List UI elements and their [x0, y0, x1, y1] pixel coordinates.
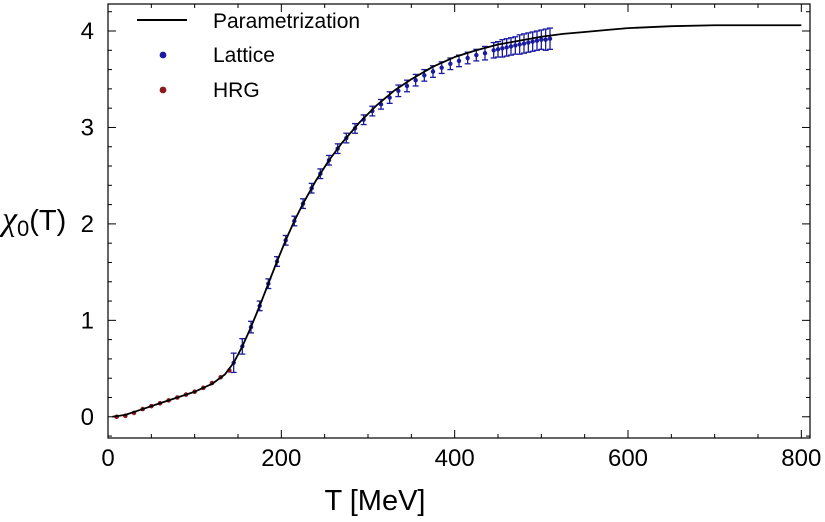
legend-dot-lattice — [159, 51, 167, 59]
y-axis-title-symbol: χ — [0, 201, 18, 238]
lattice-point — [413, 77, 418, 83]
lattice-point — [482, 50, 488, 56]
legend: Parametrization Lattice HRG — [137, 10, 360, 102]
lattice-point — [530, 39, 535, 44]
lattice-point — [422, 73, 427, 78]
y-tick-label: 1 — [81, 307, 94, 334]
lattice-point — [517, 42, 522, 47]
x-tick-label: 0 — [101, 445, 114, 472]
lattice-point — [504, 45, 509, 50]
y-tick-label: 3 — [81, 114, 94, 141]
lattice-point — [430, 69, 436, 74]
lattice-point — [539, 37, 544, 42]
axis-ticks — [107, 4, 810, 438]
y-axis-title-arg: (T) — [29, 205, 66, 237]
x-tick-label: 600 — [608, 445, 648, 472]
lattice-point — [513, 43, 518, 48]
y-tick-label: 4 — [81, 18, 94, 45]
y-tick-labels: 0 1 2 3 4 — [81, 18, 94, 431]
lattice-point — [439, 65, 444, 70]
lattice-point — [543, 37, 548, 42]
legend-dot-hrg — [159, 86, 167, 94]
parametrization-line — [112, 24, 802, 418]
x-axis-title: T [MeV] — [325, 485, 426, 517]
y-axis-title-subscript: 0 — [17, 216, 29, 241]
lattice-point — [534, 38, 540, 43]
x-tick-label: 800 — [781, 445, 821, 472]
y-tick-label: 0 — [81, 404, 94, 431]
lattice-point — [526, 40, 531, 45]
y-tick-label: 2 — [81, 211, 94, 238]
lattice-point — [404, 83, 410, 89]
y-axis-title: χ0(T) — [0, 201, 66, 241]
lattice-point — [547, 36, 553, 41]
plot-frame — [107, 3, 811, 439]
lattice-point — [448, 61, 453, 66]
lattice-point — [500, 46, 505, 51]
lattice-point — [456, 58, 462, 64]
legend-label-hrg: HRG — [213, 79, 260, 102]
x-tick-labels: 0 200 400 600 800 — [101, 445, 821, 472]
x-tick-label: 200 — [261, 445, 301, 472]
lattice-point — [508, 44, 514, 49]
legend-label-parametrization: Parametrization — [213, 10, 360, 33]
lattice-point — [491, 48, 496, 53]
legend-label-lattice: Lattice — [213, 44, 275, 67]
lattice-point — [465, 55, 470, 61]
series-layer — [112, 24, 802, 420]
lattice-point — [474, 52, 479, 58]
lattice-point — [495, 47, 501, 52]
lattice-point — [521, 41, 527, 46]
x-tick-label: 400 — [435, 445, 475, 472]
